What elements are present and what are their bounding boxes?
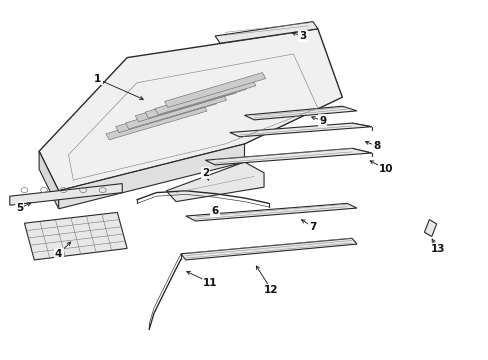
Text: 1: 1	[94, 74, 101, 84]
Text: 9: 9	[319, 116, 325, 126]
Text: 6: 6	[211, 206, 218, 216]
Polygon shape	[125, 94, 226, 129]
Polygon shape	[145, 84, 245, 118]
Polygon shape	[59, 144, 244, 209]
Polygon shape	[229, 123, 371, 137]
Polygon shape	[135, 87, 236, 122]
Text: 8: 8	[372, 141, 379, 151]
Polygon shape	[164, 73, 265, 107]
Polygon shape	[185, 203, 356, 221]
Polygon shape	[39, 29, 342, 191]
Polygon shape	[39, 151, 59, 209]
Polygon shape	[215, 22, 317, 43]
Polygon shape	[205, 148, 371, 165]
Text: 3: 3	[299, 31, 306, 41]
Text: 12: 12	[264, 285, 278, 295]
Text: 7: 7	[308, 222, 316, 232]
Polygon shape	[181, 238, 356, 260]
Text: 2: 2	[202, 168, 208, 178]
Polygon shape	[155, 80, 255, 114]
Text: 10: 10	[378, 164, 393, 174]
Polygon shape	[424, 220, 436, 237]
Polygon shape	[244, 106, 356, 120]
Polygon shape	[10, 184, 122, 205]
Text: 13: 13	[429, 244, 444, 254]
Text: 5: 5	[16, 203, 23, 213]
Polygon shape	[106, 105, 206, 140]
Polygon shape	[116, 98, 216, 132]
Polygon shape	[166, 162, 264, 202]
Text: 4: 4	[55, 249, 62, 259]
Polygon shape	[24, 212, 127, 260]
Text: 11: 11	[203, 278, 217, 288]
